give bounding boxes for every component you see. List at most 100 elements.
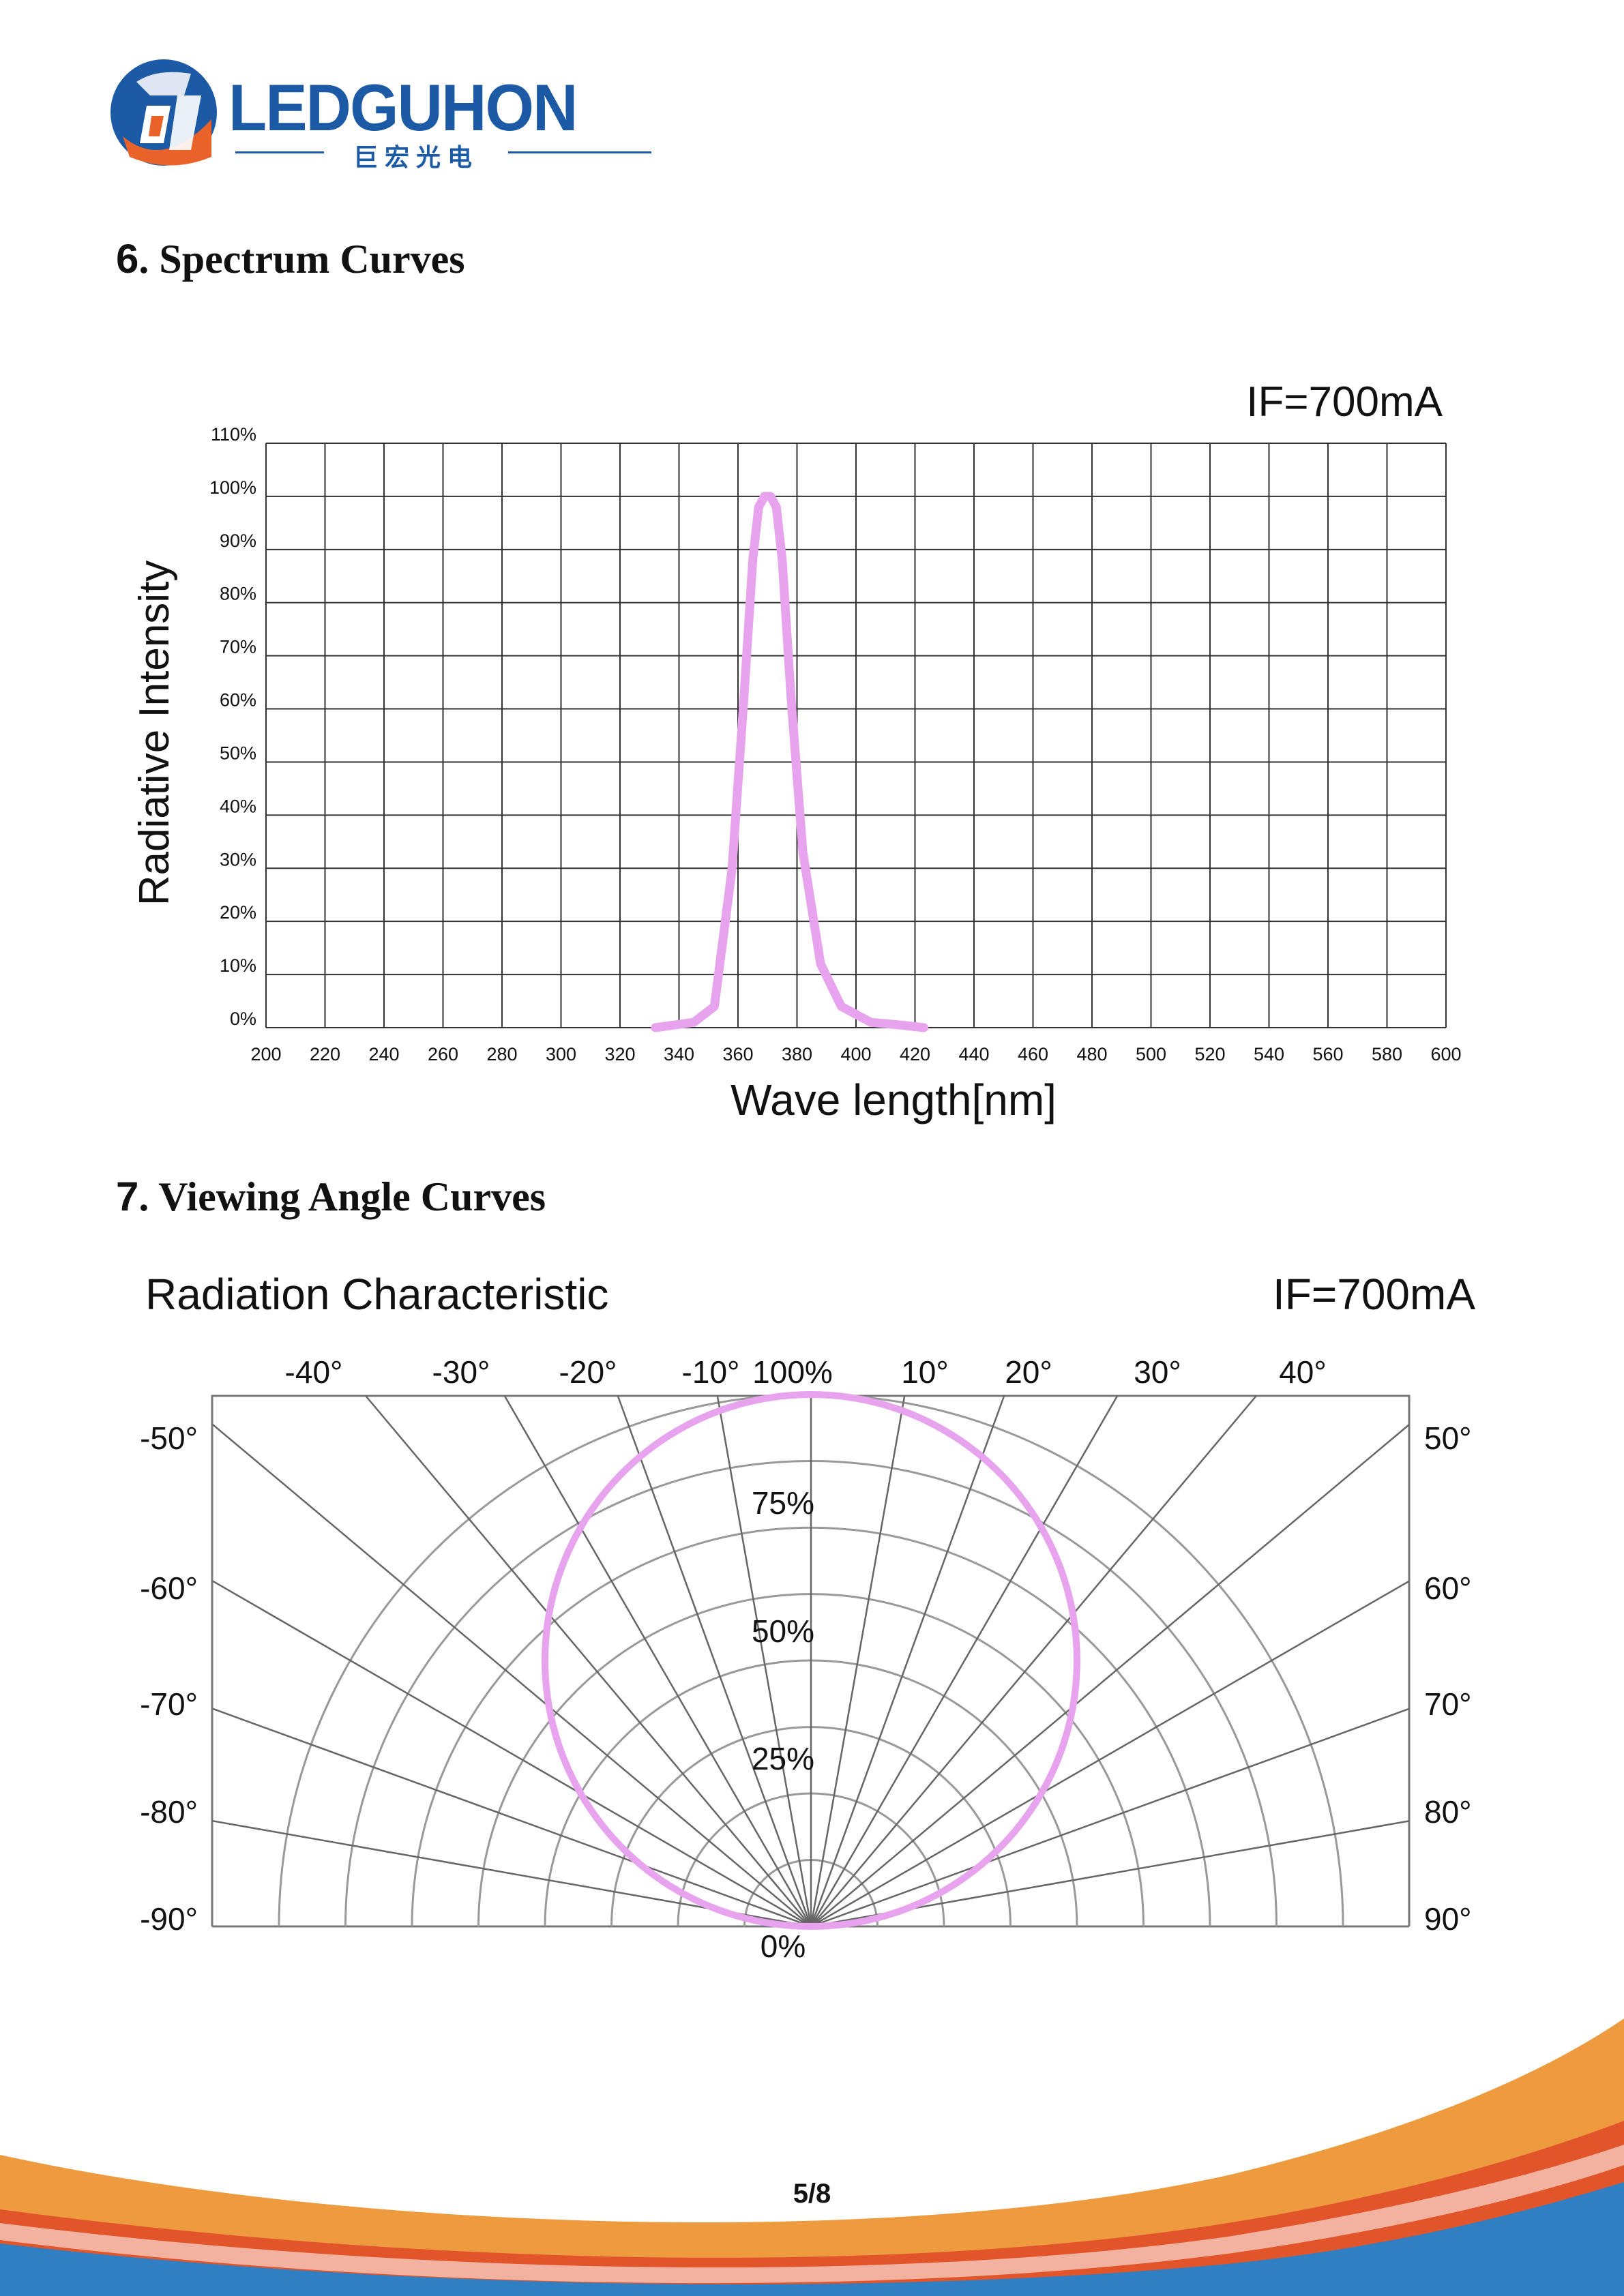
- polar-series: [541, 1390, 1081, 1930]
- x-tick-label: 560: [1312, 1044, 1343, 1064]
- polar-radial-label: 25%: [752, 1741, 814, 1776]
- logo-emblem-icon: [110, 59, 217, 166]
- x-tick-label: 200: [250, 1044, 281, 1064]
- y-tick-label: 80%: [220, 584, 256, 604]
- spectrum-chart-title: IF=700mA: [1246, 378, 1443, 426]
- y-tick-label: 30%: [220, 849, 256, 869]
- polar-spoke: [810, 1424, 1410, 1927]
- polar-angle-label: 30°: [1134, 1354, 1181, 1390]
- polar-angle-label: -40°: [285, 1354, 343, 1390]
- y-tick-label: 20%: [220, 902, 256, 923]
- polar-side-label: 80°: [1424, 1794, 1472, 1830]
- spectrum-chart: 0% 10% 20% 30% 40% 50% 60% 70% 80% 90% 100% 110% 20…: [131, 378, 1462, 1124]
- polar-side-label: -60°: [140, 1570, 198, 1606]
- spectrum-x-axis-label: Wave length[nm]: [730, 1075, 1057, 1124]
- x-tick-label: 360: [722, 1044, 753, 1064]
- polar-spoke: [810, 1395, 1257, 1927]
- page-number: 5/8: [793, 2179, 831, 2209]
- footer-wave-white-stripe: [0, 2145, 1624, 2284]
- polar-side-label: 90°: [1424, 1901, 1472, 1937]
- polar-angle-label: 20°: [1005, 1354, 1052, 1390]
- polar-side-label: -80°: [140, 1794, 198, 1830]
- y-tick-label: 100%: [209, 477, 256, 498]
- brand-subtitle-row: 巨宏光电: [235, 138, 651, 172]
- spectrum-series: [651, 492, 928, 1032]
- y-tick-label: 50%: [220, 743, 256, 763]
- polar-side-label: -70°: [140, 1686, 198, 1722]
- company-logo: LEDGUHON 巨宏光电: [109, 55, 651, 172]
- polar-spoke: [503, 1395, 812, 1927]
- polar-angle-label: 10°: [901, 1354, 949, 1390]
- polar-spoke: [211, 1423, 812, 1927]
- section-number: 7: [116, 1174, 139, 1219]
- y-tick-label: 110%: [211, 424, 256, 445]
- polar-labels: -40° -30° -20° -10° 10° 20° 30° 40° -50° -60° -70°…: [140, 1354, 1471, 1964]
- x-tick-label: 400: [840, 1044, 871, 1064]
- section-title: . Viewing Angle Curves: [138, 1174, 546, 1219]
- y-tick-label: 0%: [230, 1009, 256, 1029]
- x-tick-label: 280: [486, 1044, 517, 1064]
- x-tick-label: 540: [1254, 1044, 1284, 1064]
- polar-spoke: [810, 1395, 906, 1927]
- x-tick-label: 240: [368, 1044, 399, 1064]
- footer-decoration: [0, 2018, 1624, 2296]
- polar-spoke: [810, 1580, 1410, 1928]
- spectrum-series-line: [651, 492, 928, 1032]
- x-tick-label: 480: [1076, 1044, 1107, 1064]
- x-tick-label: 520: [1194, 1044, 1225, 1064]
- spectrum-y-axis-label: Radiative Intensity: [131, 561, 178, 906]
- x-tick-label: 500: [1136, 1044, 1166, 1064]
- x-tick-label: 600: [1430, 1044, 1461, 1064]
- polar-radial-label: 100%: [752, 1354, 833, 1390]
- y-tick-label: 90%: [220, 531, 256, 551]
- polar-spoke: [810, 1708, 1410, 1928]
- x-tick-label: 220: [310, 1044, 340, 1064]
- y-tick-label: 40%: [220, 796, 256, 816]
- spectrum-grid: [265, 443, 1447, 1028]
- polar-side-label: -50°: [140, 1420, 198, 1456]
- polar-chart-subtitle: IF=700mA: [1273, 1270, 1475, 1319]
- brand-name: LEDGUHON: [228, 71, 578, 145]
- polar-side-label: -90°: [140, 1901, 198, 1937]
- polar-spoke: [365, 1395, 812, 1927]
- polar-grid: [211, 1393, 1411, 1928]
- section-heading-spectrum: 6. Spectrum Curves: [116, 235, 465, 283]
- polar-side-label: 60°: [1424, 1570, 1472, 1606]
- polar-chart-title: Radiation Characteristic: [145, 1270, 608, 1319]
- polar-spoke: [617, 1395, 812, 1927]
- divider: [508, 151, 651, 153]
- x-tick-label: 440: [958, 1044, 989, 1064]
- x-tick-label: 420: [900, 1044, 930, 1064]
- polar-radial-label: 50%: [752, 1613, 814, 1649]
- y-tick-label: 60%: [220, 690, 256, 711]
- x-tick-label: 380: [782, 1044, 812, 1064]
- polar-radial-label: 75%: [752, 1485, 814, 1521]
- x-tick-label: 460: [1018, 1044, 1048, 1064]
- polar-angle-label: 40°: [1279, 1354, 1327, 1390]
- viewing-angle-chart: Radiation Characteristic IF=700mA -40° -3…: [140, 1270, 1475, 1964]
- polar-spoke: [211, 1580, 812, 1928]
- polar-angle-label: -20°: [559, 1354, 617, 1390]
- brand-subtitle: 巨宏光电: [353, 144, 479, 172]
- x-tick-label: 340: [664, 1044, 694, 1064]
- section-title: . Spectrum Curves: [138, 237, 465, 282]
- section-heading-viewing-angle: 7. Viewing Angle Curves: [116, 1173, 546, 1221]
- y-tick-label: 70%: [220, 637, 256, 657]
- section-number: 6: [116, 236, 139, 282]
- x-tick-label: 580: [1372, 1044, 1402, 1064]
- x-tick-label: 320: [604, 1044, 635, 1064]
- polar-radial-label: 0%: [761, 1928, 806, 1964]
- polar-side-label: 50°: [1424, 1420, 1472, 1456]
- polar-spoke: [716, 1395, 812, 1927]
- polar-spoke: [810, 1395, 1005, 1927]
- footer-wave-blue: [0, 2182, 1624, 2296]
- polar-spoke: [810, 1395, 1119, 1927]
- polar-side-label: 70°: [1424, 1686, 1472, 1722]
- polar-series-curve: [541, 1390, 1081, 1930]
- y-tick-label: 10%: [220, 955, 256, 976]
- polar-angle-label: -10°: [682, 1354, 740, 1390]
- spectrum-x-ticks: 200 220 240 260 280 300 320 340 360 380 400 420 440 4…: [250, 1044, 1461, 1064]
- x-tick-label: 300: [546, 1044, 576, 1064]
- x-tick-label: 260: [428, 1044, 458, 1064]
- spectrum-y-ticks: 0% 10% 20% 30% 40% 50% 60% 70% 80% 90% 100% 110%: [209, 424, 256, 1029]
